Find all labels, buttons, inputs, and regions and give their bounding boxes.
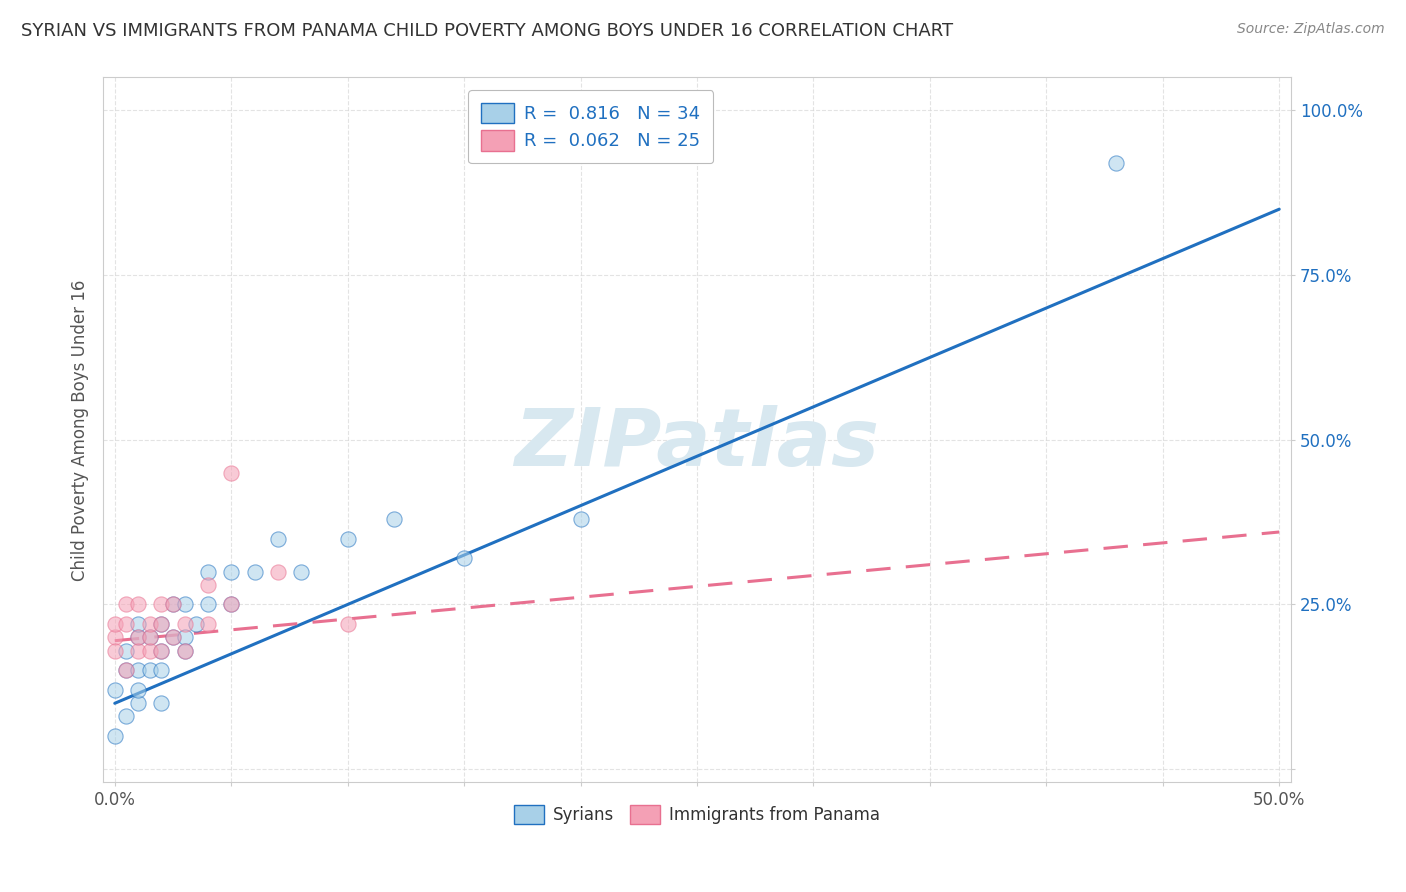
Point xyxy=(197,617,219,632)
Point xyxy=(115,598,138,612)
Text: ZIPatlas: ZIPatlas xyxy=(515,405,880,483)
Point xyxy=(115,617,138,632)
Point xyxy=(197,578,219,592)
Point xyxy=(127,617,149,632)
Point xyxy=(127,598,149,612)
Point xyxy=(569,512,592,526)
Point xyxy=(453,551,475,566)
Point xyxy=(150,617,173,632)
Text: Source: ZipAtlas.com: Source: ZipAtlas.com xyxy=(1237,22,1385,37)
Point xyxy=(219,466,242,480)
Point xyxy=(173,643,195,657)
Point xyxy=(127,631,149,645)
Point xyxy=(104,631,127,645)
Point xyxy=(104,617,127,632)
Point xyxy=(173,617,195,632)
Point xyxy=(162,598,184,612)
Point xyxy=(243,565,266,579)
Point xyxy=(267,565,290,579)
Point xyxy=(138,643,160,657)
Point xyxy=(104,729,127,743)
Point xyxy=(336,617,359,632)
Point xyxy=(150,664,173,678)
Point xyxy=(115,664,138,678)
Point xyxy=(336,532,359,546)
Point xyxy=(162,598,184,612)
Point xyxy=(138,664,160,678)
Point xyxy=(173,643,195,657)
Point xyxy=(115,643,138,657)
Point xyxy=(219,598,242,612)
Point xyxy=(127,664,149,678)
Point xyxy=(197,565,219,579)
Point xyxy=(382,512,405,526)
Point xyxy=(138,631,160,645)
Point xyxy=(150,598,173,612)
Point xyxy=(162,631,184,645)
Point xyxy=(173,598,195,612)
Point xyxy=(115,709,138,723)
Text: SYRIAN VS IMMIGRANTS FROM PANAMA CHILD POVERTY AMONG BOYS UNDER 16 CORRELATION C: SYRIAN VS IMMIGRANTS FROM PANAMA CHILD P… xyxy=(21,22,953,40)
Legend: Syrians, Immigrants from Panama: Syrians, Immigrants from Panama xyxy=(505,795,890,834)
Point xyxy=(150,643,173,657)
Point xyxy=(267,532,290,546)
Point xyxy=(173,631,195,645)
Point xyxy=(127,683,149,698)
Point xyxy=(150,617,173,632)
Point xyxy=(150,643,173,657)
Point xyxy=(127,631,149,645)
Point xyxy=(127,696,149,710)
Point xyxy=(115,664,138,678)
Point xyxy=(290,565,312,579)
Point xyxy=(1105,156,1128,170)
Point xyxy=(104,643,127,657)
Point xyxy=(186,617,208,632)
Point xyxy=(197,598,219,612)
Point xyxy=(127,643,149,657)
Point xyxy=(162,631,184,645)
Point xyxy=(138,631,160,645)
Point xyxy=(219,598,242,612)
Point xyxy=(104,683,127,698)
Point xyxy=(219,565,242,579)
Point xyxy=(150,696,173,710)
Y-axis label: Child Poverty Among Boys Under 16: Child Poverty Among Boys Under 16 xyxy=(72,279,89,581)
Point xyxy=(138,617,160,632)
